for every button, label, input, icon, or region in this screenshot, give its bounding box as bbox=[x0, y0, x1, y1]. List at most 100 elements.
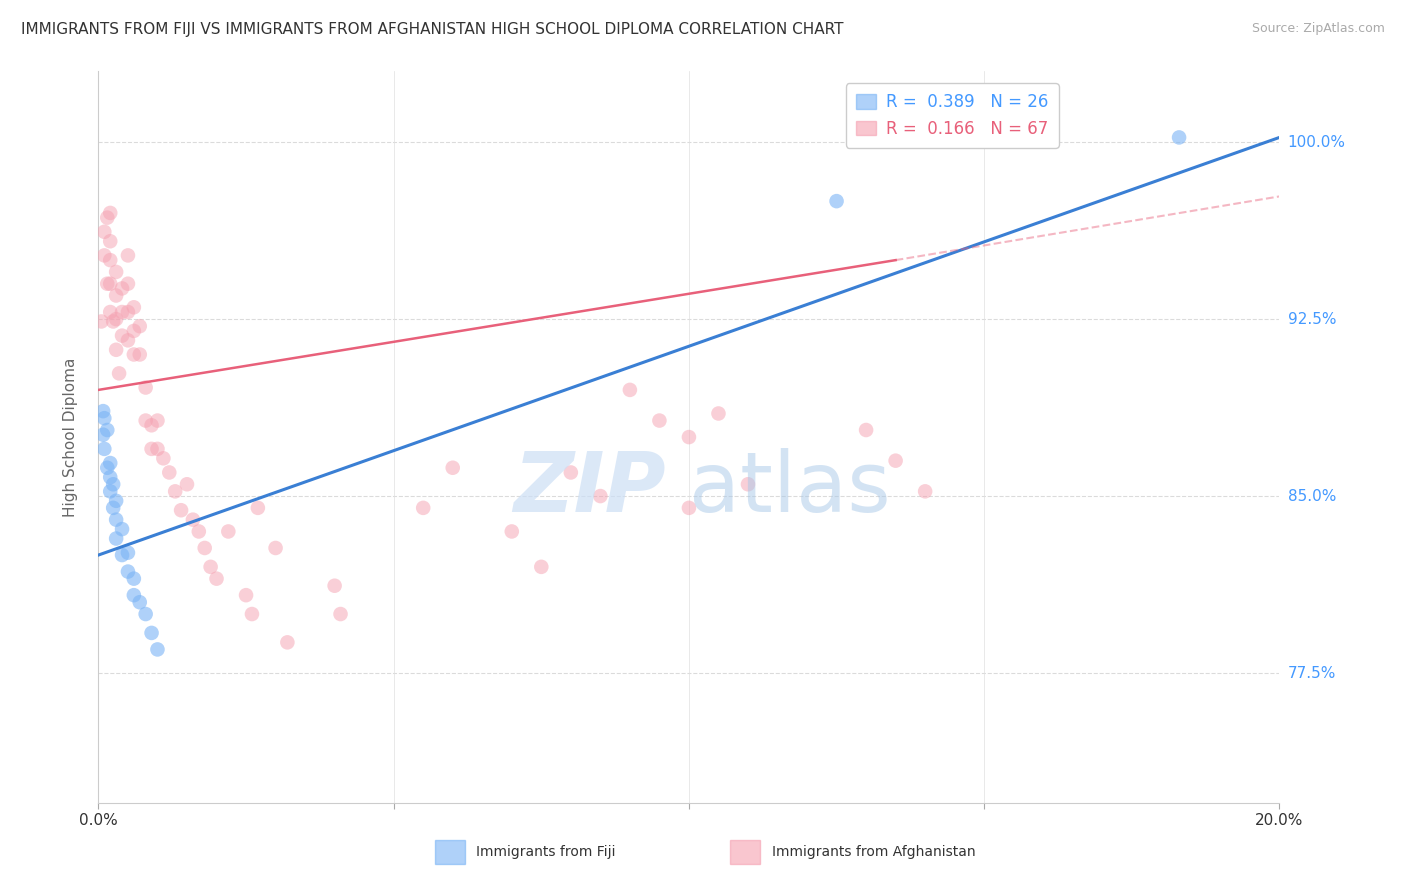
Point bbox=[146, 642, 169, 657]
Text: 85.0%: 85.0% bbox=[1288, 489, 1336, 504]
Point bbox=[157, 466, 180, 480]
Point bbox=[93, 225, 115, 239]
Point bbox=[117, 248, 139, 262]
Text: 100.0%: 100.0% bbox=[1288, 135, 1346, 150]
Point bbox=[91, 427, 114, 442]
Point bbox=[117, 546, 139, 560]
Point bbox=[111, 522, 134, 536]
Point bbox=[98, 277, 121, 291]
Point bbox=[96, 211, 118, 225]
Point bbox=[98, 470, 121, 484]
Text: 92.5%: 92.5% bbox=[1288, 311, 1336, 326]
Point bbox=[98, 234, 121, 248]
Text: ZIP: ZIP bbox=[513, 448, 665, 529]
Point bbox=[98, 253, 121, 268]
Point bbox=[205, 572, 228, 586]
Point bbox=[264, 541, 287, 555]
Point bbox=[117, 565, 139, 579]
Text: Immigrants from Afghanistan: Immigrants from Afghanistan bbox=[772, 845, 976, 859]
Point bbox=[105, 312, 128, 326]
FancyBboxPatch shape bbox=[730, 840, 759, 863]
Point bbox=[165, 484, 187, 499]
Text: 77.5%: 77.5% bbox=[1288, 665, 1336, 681]
Point bbox=[501, 524, 523, 539]
Point bbox=[105, 513, 128, 527]
Point bbox=[105, 343, 128, 357]
Point bbox=[235, 588, 257, 602]
Point bbox=[111, 328, 134, 343]
Point bbox=[96, 460, 118, 475]
Point bbox=[170, 503, 193, 517]
Point bbox=[108, 367, 131, 381]
Text: IMMIGRANTS FROM FIJI VS IMMIGRANTS FROM AFGHANISTAN HIGH SCHOOL DIPLOMA CORRELAT: IMMIGRANTS FROM FIJI VS IMMIGRANTS FROM … bbox=[21, 22, 844, 37]
Point bbox=[98, 305, 121, 319]
Point bbox=[707, 407, 730, 421]
Point bbox=[111, 548, 134, 562]
FancyBboxPatch shape bbox=[434, 840, 464, 863]
Point bbox=[128, 319, 150, 334]
Point bbox=[122, 347, 145, 361]
Point bbox=[146, 442, 169, 456]
Point bbox=[103, 314, 125, 328]
Point bbox=[141, 418, 163, 433]
Point bbox=[678, 430, 700, 444]
Point bbox=[678, 500, 700, 515]
Point bbox=[117, 305, 139, 319]
Point bbox=[90, 314, 112, 328]
Point bbox=[217, 524, 239, 539]
Point bbox=[111, 281, 134, 295]
Point bbox=[1168, 130, 1191, 145]
Point bbox=[93, 442, 115, 456]
Point bbox=[855, 423, 877, 437]
Point bbox=[122, 588, 145, 602]
Point bbox=[240, 607, 263, 621]
Point bbox=[329, 607, 352, 621]
Point bbox=[135, 413, 157, 427]
Point bbox=[128, 595, 150, 609]
Text: Source: ZipAtlas.com: Source: ZipAtlas.com bbox=[1251, 22, 1385, 36]
Point bbox=[93, 248, 115, 262]
Point bbox=[737, 477, 759, 491]
Point bbox=[128, 347, 150, 361]
Point bbox=[98, 456, 121, 470]
Point bbox=[589, 489, 612, 503]
Point bbox=[98, 206, 121, 220]
Point bbox=[135, 380, 157, 394]
Point bbox=[105, 265, 128, 279]
Point bbox=[200, 559, 222, 574]
Point bbox=[105, 493, 128, 508]
Point bbox=[825, 194, 848, 208]
Point bbox=[117, 334, 139, 348]
Point bbox=[117, 277, 139, 291]
Point bbox=[91, 404, 114, 418]
Point bbox=[103, 477, 125, 491]
Point bbox=[246, 500, 269, 515]
Point bbox=[187, 524, 209, 539]
Point bbox=[276, 635, 298, 649]
Point bbox=[648, 413, 671, 427]
Y-axis label: High School Diploma: High School Diploma bbox=[63, 358, 77, 516]
Point bbox=[105, 532, 128, 546]
Point bbox=[146, 413, 169, 427]
Point bbox=[96, 277, 118, 291]
Point bbox=[96, 423, 118, 437]
Point bbox=[530, 559, 553, 574]
Point bbox=[141, 442, 163, 456]
Point bbox=[141, 626, 163, 640]
Text: Immigrants from Fiji: Immigrants from Fiji bbox=[477, 845, 616, 859]
Point bbox=[122, 324, 145, 338]
Point bbox=[122, 301, 145, 315]
Point bbox=[105, 288, 128, 302]
Point bbox=[619, 383, 641, 397]
Point bbox=[135, 607, 157, 621]
Point bbox=[441, 460, 464, 475]
Point bbox=[152, 451, 174, 466]
Point bbox=[93, 411, 115, 425]
Point bbox=[884, 453, 907, 467]
Point bbox=[181, 513, 204, 527]
Point bbox=[560, 466, 582, 480]
Point bbox=[122, 572, 145, 586]
Point bbox=[111, 305, 134, 319]
Point bbox=[914, 484, 936, 499]
Point bbox=[412, 500, 434, 515]
